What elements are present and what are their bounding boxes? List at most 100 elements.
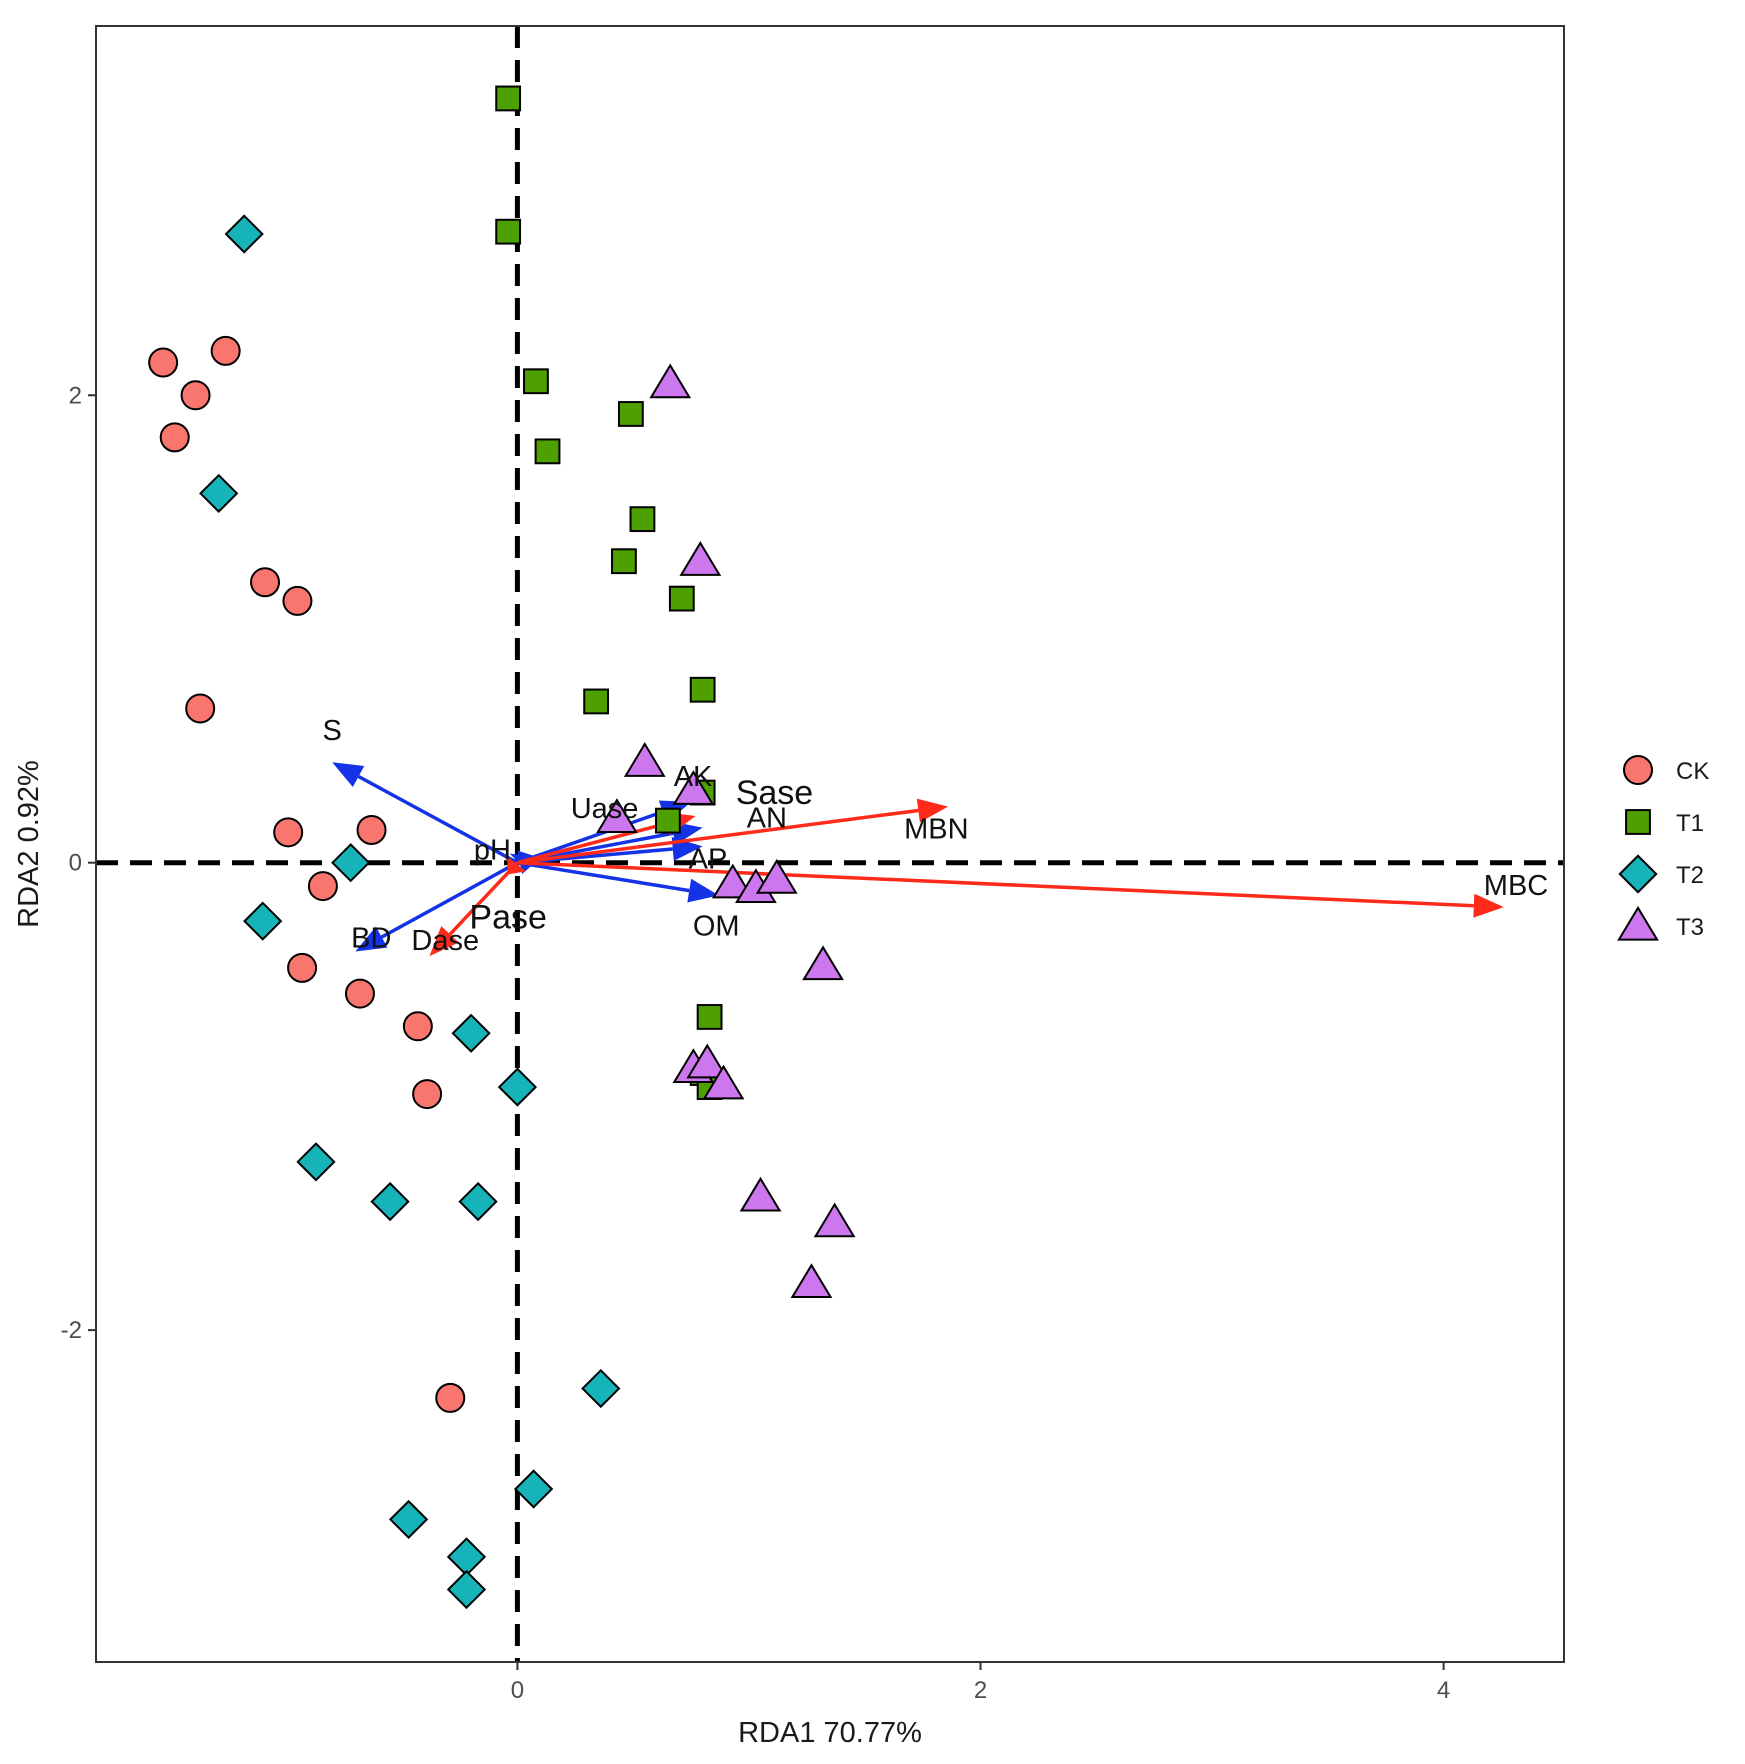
vector-label-dase: Dase [411, 925, 479, 957]
point-t1 [617, 401, 644, 427]
legend-key-t1 [1625, 809, 1651, 835]
x-tick-label: 4 [1437, 1677, 1450, 1704]
y-tick-label: 0 [69, 850, 82, 877]
point-t2 [581, 1368, 621, 1409]
y-tick-label: -2 [61, 1317, 82, 1344]
vector-label-pase: Pase [469, 898, 547, 936]
legend-label: T2 [1676, 862, 1704, 889]
vector-pase [507, 856, 526, 875]
vector-om [517, 860, 719, 903]
vector-shaft [517, 860, 690, 893]
point-ck [273, 817, 304, 848]
vector-shaft [448, 861, 519, 936]
point-t3 [672, 770, 715, 805]
plot-panel-border [95, 25, 1565, 1663]
vector-label-bd: BD [351, 923, 391, 955]
point-t1 [629, 506, 656, 533]
vector-label-ph: pH [474, 835, 511, 867]
point-t3 [702, 1064, 745, 1100]
vector-label-mbc: MBC [1484, 870, 1548, 902]
point-t1 [689, 676, 716, 703]
vector-shaft [517, 860, 1474, 908]
point-t2 [446, 1569, 487, 1610]
vector-mbn [517, 798, 949, 865]
legend-label: T1 [1676, 810, 1704, 837]
vector-shaft [516, 810, 664, 865]
legend-item-t1: T1 [1625, 809, 1704, 837]
series-ck [148, 335, 466, 1413]
y-axis-title: RDA2 0.92% [13, 760, 45, 928]
vector-label-s: S [323, 715, 342, 747]
vector-label-sase: Sase [736, 774, 814, 812]
vector-shaft [357, 774, 519, 865]
point-t2 [458, 1181, 498, 1222]
vector-shaft [515, 861, 519, 865]
legend-item-ck: CK [1623, 755, 1709, 785]
point-t1 [495, 85, 522, 112]
point-ck [159, 422, 190, 453]
legend-label: T3 [1676, 914, 1704, 941]
point-ck [435, 1382, 466, 1413]
vector-dase [429, 861, 519, 957]
point-t3 [755, 858, 798, 894]
point-t1 [495, 218, 522, 245]
point-t3 [711, 863, 754, 899]
point-t2 [243, 901, 283, 941]
legend-key-t2 [1618, 854, 1658, 894]
legend-item-t2: T2 [1618, 854, 1704, 894]
point-ck [412, 1079, 443, 1110]
legend-key-t3 [1617, 905, 1659, 941]
point-ck [250, 567, 281, 598]
y-tick-label: 2 [69, 382, 82, 409]
point-ck [344, 978, 375, 1009]
point-t3 [813, 1202, 856, 1238]
vector-arrowhead [355, 926, 388, 952]
point-t2 [224, 214, 264, 254]
point-ck [210, 335, 241, 366]
series-t3 [596, 363, 856, 1299]
point-t3 [596, 798, 638, 833]
x-tick-label: 0 [511, 1677, 524, 1704]
point-ck [356, 814, 387, 845]
vector-shaft [517, 808, 919, 865]
sample-points [148, 85, 856, 1610]
series-t2 [199, 214, 621, 1610]
point-t1 [534, 438, 561, 465]
point-ck [307, 871, 338, 902]
point-t2 [514, 1469, 554, 1509]
point-t3 [679, 541, 722, 576]
point-t2 [370, 1181, 410, 1222]
point-t2 [451, 1013, 491, 1053]
point-t2 [331, 843, 371, 883]
point-t3 [802, 945, 844, 981]
vector-mbc [517, 860, 1504, 918]
vector-shaft [380, 861, 519, 939]
point-ck [185, 693, 216, 724]
point-ck [402, 1011, 433, 1042]
point-t3 [739, 1176, 782, 1212]
point-ck [180, 380, 211, 411]
legend: CK T1 T2 T3 [1617, 755, 1709, 941]
point-t3 [686, 1043, 729, 1079]
x-tick-label: 2 [974, 1677, 987, 1704]
vector-label-ak: AK [674, 761, 713, 793]
x-axis-title: RDA1 70.77% [738, 1717, 922, 1749]
point-t1 [668, 585, 695, 612]
vector-arrowhead [916, 798, 949, 823]
vector-arrowhead [687, 878, 719, 903]
legend-label: CK [1676, 758, 1709, 785]
point-t3 [623, 742, 666, 777]
point-t1 [696, 1004, 723, 1030]
vector-label-mbn: MBN [904, 814, 968, 846]
vector-s [332, 762, 519, 865]
point-t2 [296, 1142, 336, 1182]
point-t1 [583, 688, 610, 715]
axes: 0 2 4 -2 0 2 [61, 382, 1451, 1704]
vector-arrowhead [507, 856, 526, 875]
vector-arrowhead [1473, 893, 1504, 918]
vector-label-ap: AP [689, 843, 728, 875]
legend-item-t3: T3 [1617, 905, 1704, 941]
